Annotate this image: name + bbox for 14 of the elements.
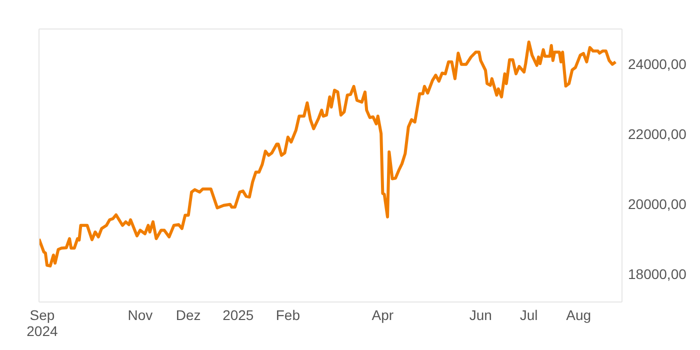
y-tick-label: 18000,00 <box>628 266 687 282</box>
x-tick-label: Aug <box>566 307 592 323</box>
y-tick-label: 24000,00 <box>628 56 687 72</box>
x-tick-label: Jul <box>520 307 538 323</box>
x-tick-label: Nov <box>128 307 153 323</box>
x-tick-label: Dez <box>176 307 201 323</box>
x-tick-label: Jun <box>469 307 492 323</box>
x-tick-label: Apr <box>372 307 394 323</box>
line-series <box>39 40 618 268</box>
x-tick-label: Feb <box>276 307 300 323</box>
x-tick-label: 2025 <box>222 307 254 323</box>
y-tick-label: 22000,00 <box>628 126 687 142</box>
y-tick-label: 20000,00 <box>628 196 687 212</box>
x-tick-label: Sep 2024 <box>26 307 58 339</box>
